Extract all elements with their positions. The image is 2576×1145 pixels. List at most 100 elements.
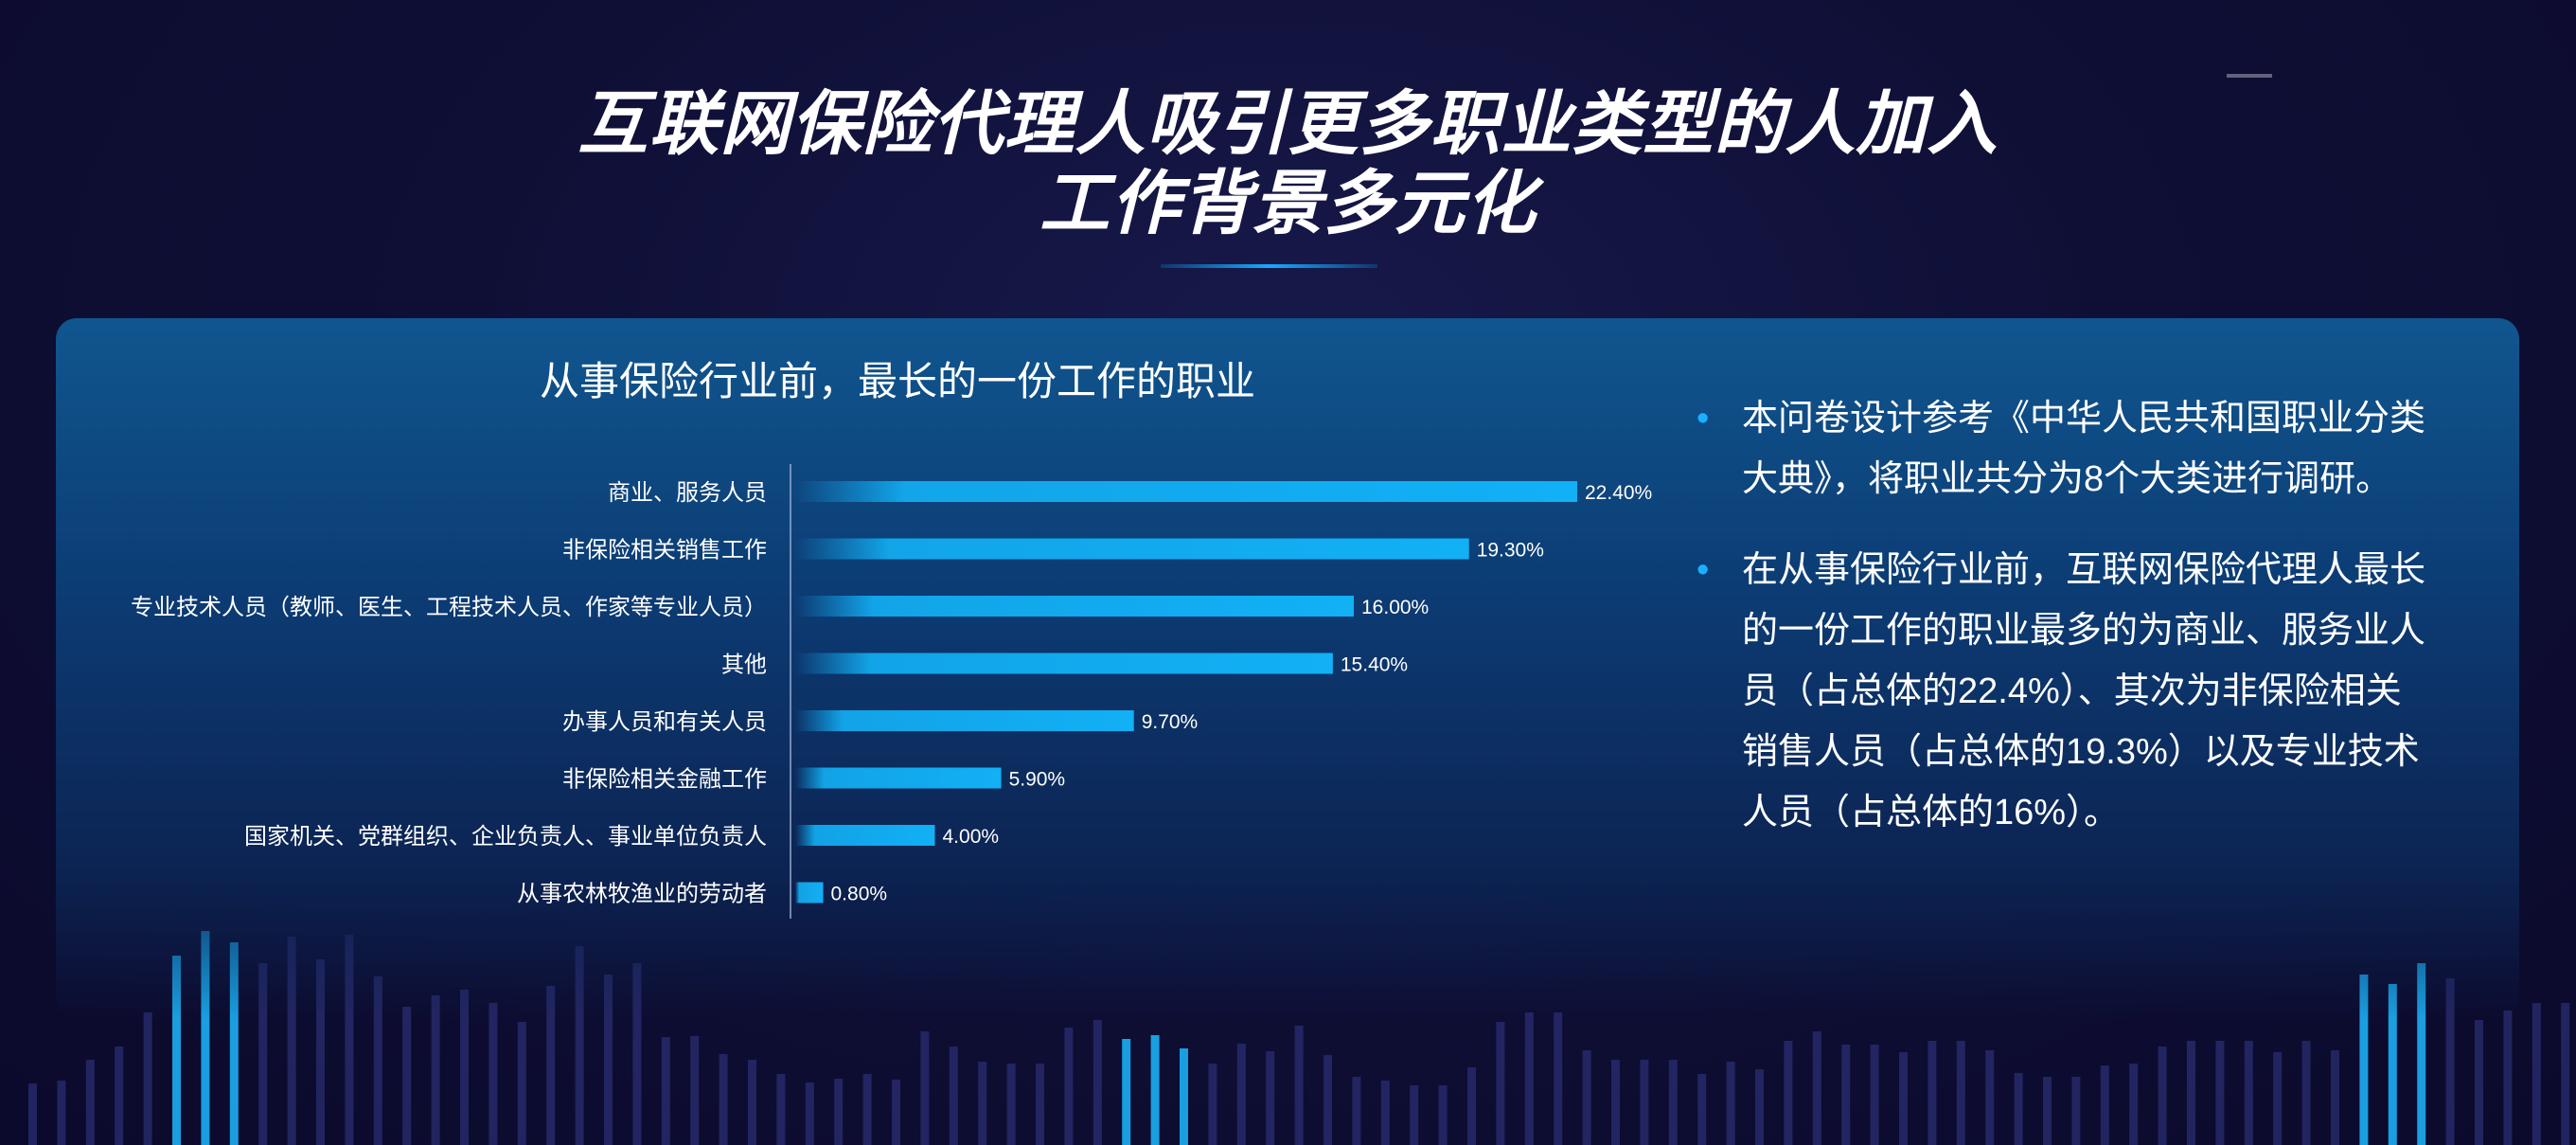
skyline-bar <box>661 1037 670 1145</box>
skyline-bar <box>201 931 210 1145</box>
category-label: 办事人员和有关人员 <box>562 709 767 735</box>
note-bullet-2: • 在从事保险行业前，互联网保险代理人最长的一份工作的职业最多的为商业、服务业人… <box>1697 540 2435 843</box>
skyline-bar <box>2014 1073 2023 1145</box>
bullet-dot-icon: • <box>1697 399 1710 438</box>
skyline-bar <box>28 1083 37 1145</box>
skyline-bar <box>2273 1052 2283 1145</box>
skyline-bar <box>1784 1041 1793 1145</box>
skyline-bar <box>1208 1064 1217 1145</box>
title-underline <box>1161 264 1377 268</box>
bar <box>795 481 1577 502</box>
category-label: 从事农林牧渔业的劳动者 <box>517 882 767 907</box>
category-label: 国家机关、党群组织、企业负责人、事业单位负责人 <box>244 824 767 850</box>
bar <box>795 882 824 903</box>
value-label: 16.00% <box>1361 597 1429 618</box>
skyline-bar <box>373 976 382 1145</box>
skyline-bar <box>229 942 239 1145</box>
skyline-bar <box>776 1074 786 1145</box>
skyline-bar <box>2388 984 2397 1145</box>
skyline-bar <box>1640 1060 1649 1145</box>
skyline-bar <box>949 1047 958 1145</box>
value-label: 19.30% <box>1477 540 1544 562</box>
note-text-2: 在从事保险行业前，互联网保险代理人最长的一份工作的职业最多的为商业、服务业人员（… <box>1742 550 2426 832</box>
skyline-bar <box>1064 1028 1074 1145</box>
skyline-bar <box>834 1079 844 1145</box>
skyline-bar <box>1870 1045 1879 1145</box>
skyline-bar <box>1236 1044 1246 1145</box>
value-label: 22.40% <box>1585 482 1652 504</box>
page-title-line-2: 工作背景多元化 <box>1039 164 1537 242</box>
value-label: 9.70% <box>1142 711 1199 733</box>
skyline-bar <box>1410 1085 1419 1145</box>
skyline-bar <box>1180 1048 1188 1145</box>
bullet-dot-icon: • <box>1697 550 1710 590</box>
skyline-bar <box>1496 1022 1505 1145</box>
skyline-bar <box>2158 1047 2167 1145</box>
skyline-bar <box>1036 1064 1044 1145</box>
skyline-bar <box>258 963 268 1145</box>
bars-group: 商业、服务人员 22.40% 非保险相关销售工作 19.30% 专业技术人员（教师、医生… <box>131 480 1652 907</box>
notes-panel: • 本问卷设计参考《中华人民共和国职业分类大典》，将职业共分为8个大类进行调研。… <box>1697 388 2435 873</box>
skyline-bar <box>2100 1065 2109 1145</box>
skyline-bar <box>1726 1062 1735 1145</box>
skyline-bar <box>575 946 584 1145</box>
skyline-bar <box>345 935 354 1145</box>
skyline-bar <box>978 1062 987 1145</box>
category-label: 非保险相关销售工作 <box>562 538 767 564</box>
value-label: 5.90% <box>1009 769 1066 791</box>
skyline-bar <box>1611 1060 1620 1145</box>
skyline-bar <box>604 975 613 1145</box>
bar <box>795 653 1333 674</box>
skyline-bar <box>2475 1020 2483 1145</box>
category-label: 商业、服务人员 <box>608 480 767 506</box>
skyline-bar <box>1294 1026 1304 1145</box>
skyline-bar <box>1899 1052 1908 1145</box>
skyline-bar <box>1266 1051 1275 1145</box>
skyline-bar <box>892 1080 900 1145</box>
skyline-bar <box>1122 1039 1131 1145</box>
skyline-bar <box>1841 1045 1851 1145</box>
skyline-bar <box>1554 1012 1563 1145</box>
skyline-bar <box>1524 1012 1534 1145</box>
skyline-bar <box>2301 1041 2311 1145</box>
skyline-bar <box>2187 1041 2195 1145</box>
page-title-line-1: 互联网保险代理人吸引更多职业类型的人加入 <box>577 84 1999 163</box>
skyline-bar <box>920 1031 930 1145</box>
skyline-bar <box>862 1074 872 1145</box>
skyline-bar <box>1928 1041 1937 1145</box>
skyline-bar <box>402 1007 412 1145</box>
category-label: 专业技术人员（教师、医生、工程技术人员、作家等专业人员） <box>131 595 767 620</box>
skyline-bar <box>1324 1055 1332 1145</box>
skyline-bar <box>1150 1035 1160 1145</box>
skyline-bar <box>2244 1041 2253 1145</box>
skyline-bar <box>546 986 556 1145</box>
bar <box>795 596 1354 617</box>
skyline-bar <box>172 956 181 1145</box>
skyline-bar <box>1352 1077 1361 1145</box>
skyline-bar <box>2043 1077 2052 1145</box>
skyline-bar <box>1755 1069 1764 1145</box>
decorative-mark <box>2227 74 2272 78</box>
skyline-bar <box>1006 1064 1016 1145</box>
bar <box>795 825 935 846</box>
skyline-bar <box>1985 1050 1995 1145</box>
value-label: 15.40% <box>1341 654 1408 676</box>
skyline-bar <box>2532 1003 2541 1145</box>
skyline-bar <box>1438 1085 1448 1145</box>
skyline-bar <box>2331 1050 2339 1145</box>
skyline-bar <box>690 1036 700 1145</box>
skyline-bar <box>316 959 325 1145</box>
bar <box>795 538 1469 560</box>
skyline-bar <box>85 1060 95 1145</box>
skyline-bar <box>805 1082 814 1145</box>
skyline-bar <box>2561 1003 2570 1145</box>
skyline-bar <box>57 1081 66 1145</box>
skyline-bar <box>2417 963 2426 1145</box>
skyline-bar <box>2129 1064 2139 1145</box>
skyline-bar <box>115 1047 124 1145</box>
category-label: 其他 <box>721 653 767 678</box>
skyline-bar <box>632 963 642 1145</box>
skyline-bar <box>1093 1020 1102 1145</box>
